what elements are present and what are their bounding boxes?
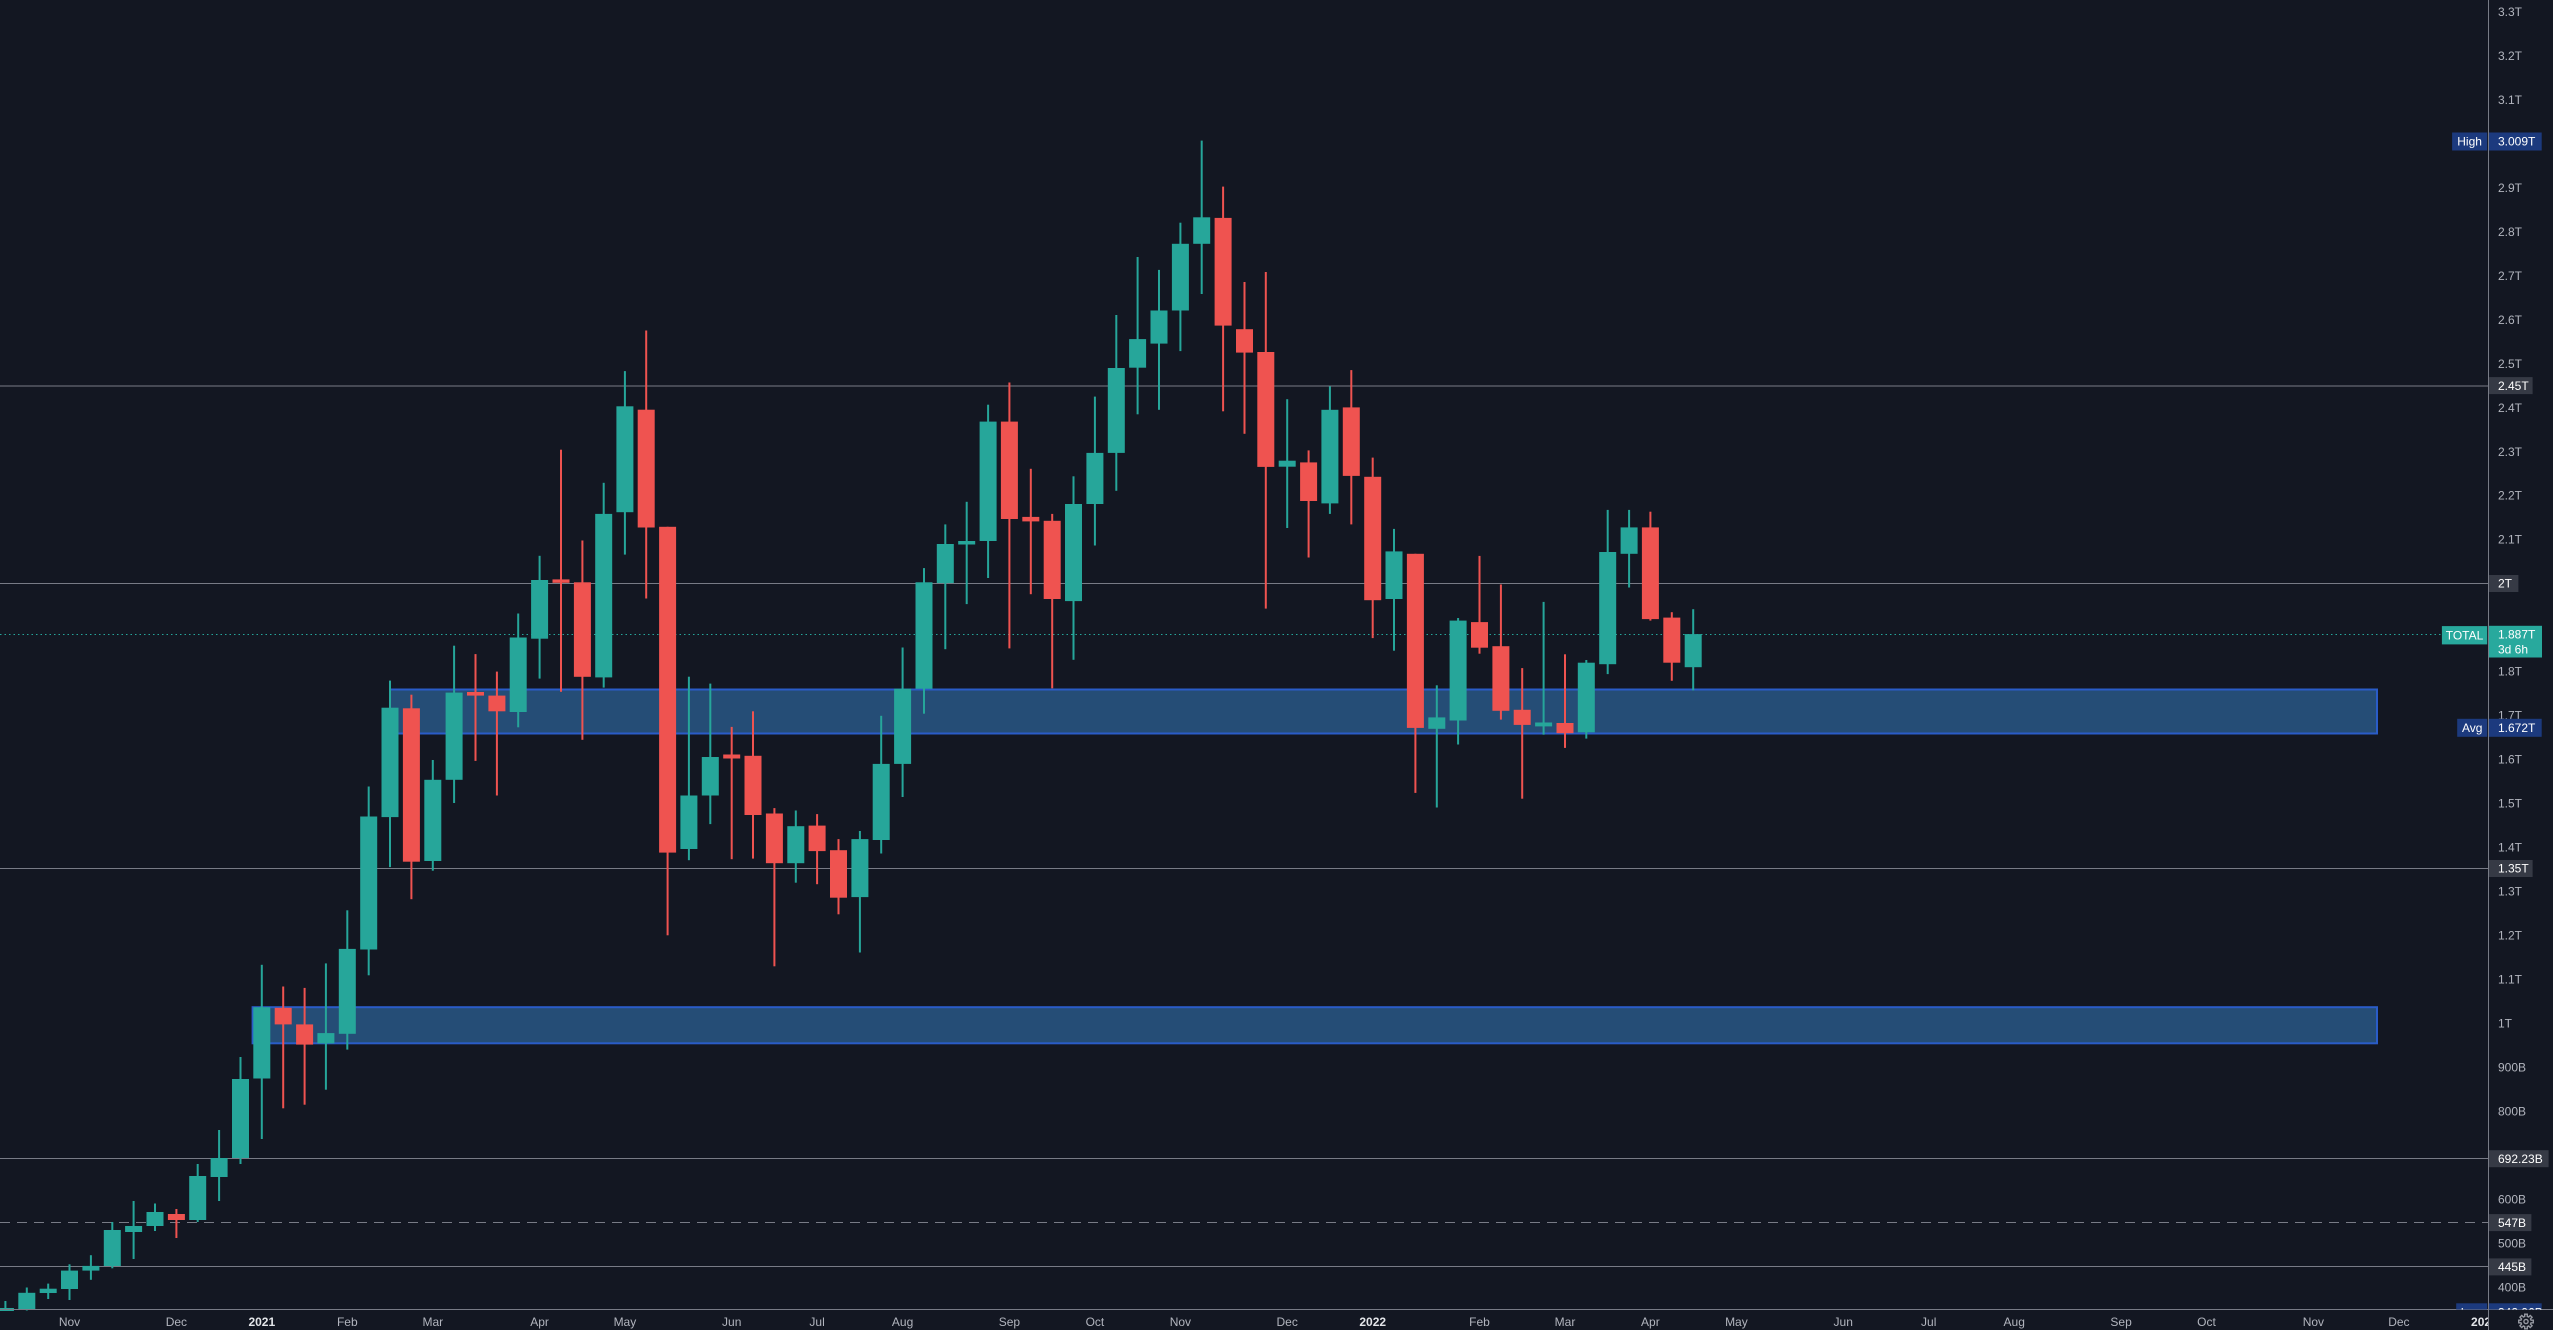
svg-text:Nov: Nov [1170,1315,1191,1329]
svg-text:Low: Low [2461,1306,2483,1320]
svg-text:Aug: Aug [2004,1315,2025,1329]
svg-text:2.4T: 2.4T [2498,401,2523,415]
svg-text:2T: 2T [2498,577,2513,591]
svg-text:342.96B: 342.96B [2498,1306,2543,1320]
svg-text:2021: 2021 [248,1315,275,1329]
svg-text:1.8T: 1.8T [2498,665,2523,679]
svg-text:Feb: Feb [1469,1315,1490,1329]
svg-text:Jun: Jun [1834,1315,1853,1329]
svg-text:May: May [1725,1315,1748,1329]
svg-text:High: High [2457,135,2482,149]
svg-text:Apr: Apr [1641,1315,1660,1329]
svg-text:Jul: Jul [1921,1315,1936,1329]
svg-text:Jul: Jul [809,1315,824,1329]
svg-text:547B: 547B [2498,1216,2526,1230]
svg-text:1T: 1T [2498,1017,2513,1031]
svg-text:Sep: Sep [2110,1315,2132,1329]
svg-text:3.1T: 3.1T [2498,93,2523,107]
svg-text:Dec: Dec [1277,1315,1298,1329]
svg-text:1.5T: 1.5T [2498,797,2523,811]
svg-text:900B: 900B [2498,1061,2526,1075]
svg-text:1.1T: 1.1T [2498,973,2523,987]
svg-text:TOTAL: TOTAL [2446,628,2484,642]
svg-text:2.1T: 2.1T [2498,533,2523,547]
svg-text:Mar: Mar [422,1315,443,1329]
svg-text:Oct: Oct [2197,1315,2216,1329]
svg-text:Sep: Sep [999,1315,1021,1329]
svg-text:Avg: Avg [2462,721,2482,735]
svg-text:3.3T: 3.3T [2498,5,2523,19]
svg-text:2022: 2022 [1359,1315,1386,1329]
svg-text:692.23B: 692.23B [2498,1152,2543,1166]
svg-text:1.3T: 1.3T [2498,885,2523,899]
svg-text:2.3T: 2.3T [2498,445,2523,459]
svg-text:Nov: Nov [59,1315,80,1329]
svg-text:2023: 2023 [2471,1315,2498,1329]
svg-text:Apr: Apr [530,1315,549,1329]
svg-text:3.009T: 3.009T [2498,135,2536,149]
svg-text:800B: 800B [2498,1105,2526,1119]
svg-text:1.672T: 1.672T [2498,721,2536,735]
svg-text:Feb: Feb [337,1315,358,1329]
svg-text:Jun: Jun [722,1315,741,1329]
svg-text:2.5T: 2.5T [2498,357,2523,371]
svg-text:2.2T: 2.2T [2498,489,2523,503]
svg-text:Nov: Nov [2303,1315,2324,1329]
svg-text:445B: 445B [2498,1260,2526,1274]
svg-text:600B: 600B [2498,1192,2526,1206]
svg-text:2.9T: 2.9T [2498,181,2523,195]
svg-text:1.887T: 1.887T [2498,628,2536,642]
svg-text:Dec: Dec [166,1315,187,1329]
svg-text:400B: 400B [2498,1280,2526,1294]
svg-text:Mar: Mar [1555,1315,1576,1329]
svg-text:May: May [614,1315,637,1329]
svg-text:2.7T: 2.7T [2498,269,2523,283]
svg-text:Dec: Dec [2388,1315,2409,1329]
svg-text:3d 6h: 3d 6h [2498,643,2528,657]
svg-text:500B: 500B [2498,1236,2526,1250]
svg-text:2.45T: 2.45T [2498,379,2529,393]
svg-text:1.35T: 1.35T [2498,862,2529,876]
svg-text:Oct: Oct [1086,1315,1105,1329]
svg-text:Aug: Aug [892,1315,913,1329]
svg-text:2.8T: 2.8T [2498,225,2523,239]
svg-text:1.6T: 1.6T [2498,753,2523,767]
svg-text:1.2T: 1.2T [2498,929,2523,943]
svg-text:3.2T: 3.2T [2498,49,2523,63]
svg-text:1.4T: 1.4T [2498,841,2523,855]
svg-text:2.6T: 2.6T [2498,313,2523,327]
